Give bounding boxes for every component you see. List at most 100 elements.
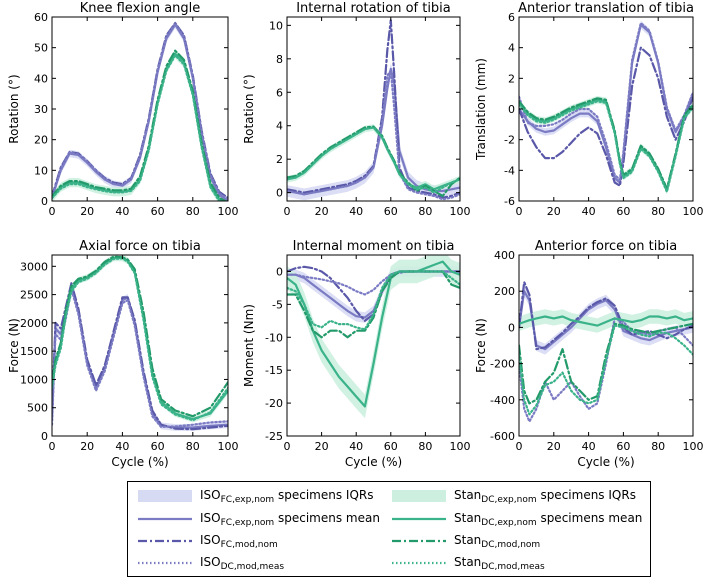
- x-tick-label: 0: [284, 440, 291, 453]
- legend-entry: StanDC,exp,nom specimens IQRs: [390, 485, 636, 507]
- legend-band-sample: [138, 490, 192, 502]
- legend-entry: StanDC,mod,meas: [390, 552, 545, 574]
- x-tick-label: 60: [616, 205, 630, 218]
- legend-entry: ISOFC,mod,nom: [136, 530, 278, 552]
- legend-suffix: specimens mean: [274, 510, 380, 525]
- y-tick-label: 50: [34, 42, 48, 55]
- x-tick-label: 100: [683, 205, 704, 218]
- legend-suffix: specimens IQRs: [536, 487, 636, 502]
- y-tick-label: 30: [34, 103, 48, 116]
- x-tick-label: 20: [80, 205, 94, 218]
- series-line: [287, 260, 460, 408]
- y-tick-label: -4: [504, 164, 515, 177]
- x-tick-label: 60: [384, 205, 398, 218]
- series-line: [287, 69, 460, 201]
- legend-swatch-graphic: [392, 539, 446, 543]
- legend-swatch: [390, 488, 448, 504]
- y-tick-label: -600: [490, 430, 515, 443]
- x-tick-label: 100: [218, 205, 239, 218]
- y-tick-label: 1000: [20, 373, 48, 386]
- y-tick-label: 200: [494, 285, 515, 298]
- legend-swatch: [136, 511, 194, 527]
- plot-area: [287, 255, 460, 419]
- y-tick-label: 0: [41, 430, 48, 443]
- y-tick-label: 400: [494, 249, 515, 262]
- series-line: [287, 126, 460, 194]
- x-tick-label: 80: [418, 440, 432, 453]
- y-axis-label: Translation (mm): [474, 58, 488, 161]
- series-line: [519, 324, 693, 416]
- x-tick-label: 60: [616, 440, 630, 453]
- series-line: [287, 125, 460, 198]
- y-tick-label: -15: [265, 364, 283, 377]
- y-tick-label: 2: [276, 153, 283, 166]
- y-tick-label: 20: [34, 134, 48, 147]
- x-tick-label: 100: [218, 440, 239, 453]
- x-tick-label: 40: [349, 205, 363, 218]
- x-tick-label: 0: [284, 205, 291, 218]
- series-line: [52, 22, 228, 199]
- legend-swatch-graphic: [138, 561, 192, 565]
- y-tick-label: 4: [276, 120, 283, 133]
- legend-label: ISO: [200, 487, 221, 502]
- x-tick-label: 0: [516, 205, 523, 218]
- legend-subscript: FC,mod,nom: [220, 539, 278, 550]
- y-tick-label: 60: [34, 11, 48, 24]
- y-axis-label: Rotation (°): [242, 74, 256, 143]
- axes-frame: [518, 254, 694, 437]
- y-tick-label: -20: [265, 397, 283, 410]
- y-tick-label: -2: [504, 134, 515, 147]
- y-axis-label: Force (N): [7, 318, 21, 373]
- legend-swatch: [136, 555, 194, 571]
- legend-subscript: DC,exp,nom: [481, 517, 537, 528]
- x-tick-label: 20: [315, 440, 329, 453]
- x-tick-label: 20: [315, 205, 329, 218]
- x-tick-label: 80: [651, 440, 665, 453]
- legend-swatch-graphic: [392, 490, 446, 502]
- plot-area: [52, 21, 228, 201]
- x-tick-label: 40: [582, 205, 596, 218]
- axes-frame: [51, 254, 229, 437]
- series-line: [519, 322, 693, 405]
- legend-subscript: FC,exp,nom: [220, 517, 275, 528]
- x-tick-label: 100: [683, 440, 704, 453]
- y-axis-label: Force (N): [474, 318, 488, 373]
- y-tick-label: 40: [34, 72, 48, 85]
- y-tick-label: -10: [265, 331, 283, 344]
- y-tick-label: -5: [272, 298, 283, 311]
- y-axis-label: Rotation (°): [7, 74, 21, 143]
- y-tick-label: 0: [41, 195, 48, 208]
- y-tick-label: -6: [504, 195, 515, 208]
- legend-swatch-graphic: [392, 517, 446, 521]
- y-tick-label: 10: [34, 164, 48, 177]
- legend-subscript: DC,mod,meas: [481, 561, 545, 572]
- x-axis-label: Cycle (%): [345, 455, 402, 469]
- legend-suffix: specimens IQRs: [274, 487, 374, 502]
- legend-entry: StanDC,exp,nom specimens mean: [390, 508, 642, 530]
- subplot: 0 20 40 60 80 100 0 10 20 30 40 50 60 Knee flexion an…: [7, 1, 239, 218]
- series-line: [519, 281, 693, 351]
- subplot: 0 20 40 60 80 100050010001500200025003000Axia…: [7, 239, 239, 469]
- y-tick-label: 0: [276, 265, 283, 278]
- y-tick-label: 2500: [20, 289, 48, 302]
- subplot: 0 20 40 60 80 100 -600 -400 -200 0 200 400 Anterior …: [474, 239, 704, 469]
- plot-area: [52, 255, 228, 431]
- plot-area: [519, 20, 693, 195]
- legend-label: Stan: [454, 487, 482, 502]
- x-tick-label: 40: [115, 205, 129, 218]
- legend-subscript: DC,mod,nom: [481, 539, 541, 550]
- chart-title: Internal moment on tibia: [293, 239, 455, 254]
- y-tick-label: -200: [490, 358, 515, 371]
- series-line: [52, 257, 228, 422]
- series-line: [287, 126, 460, 191]
- legend-swatch: [390, 533, 448, 549]
- x-tick-label: 0: [49, 440, 56, 453]
- legend-swatch: [136, 533, 194, 549]
- legend-swatch: [136, 488, 194, 504]
- y-axis-label: Moment (Nm): [242, 304, 256, 387]
- legend-subscript: DC,mod,meas: [220, 561, 285, 572]
- series-line: [519, 100, 693, 193]
- y-tick-label: 4: [508, 42, 515, 55]
- legend-swatch-graphic: [392, 561, 446, 565]
